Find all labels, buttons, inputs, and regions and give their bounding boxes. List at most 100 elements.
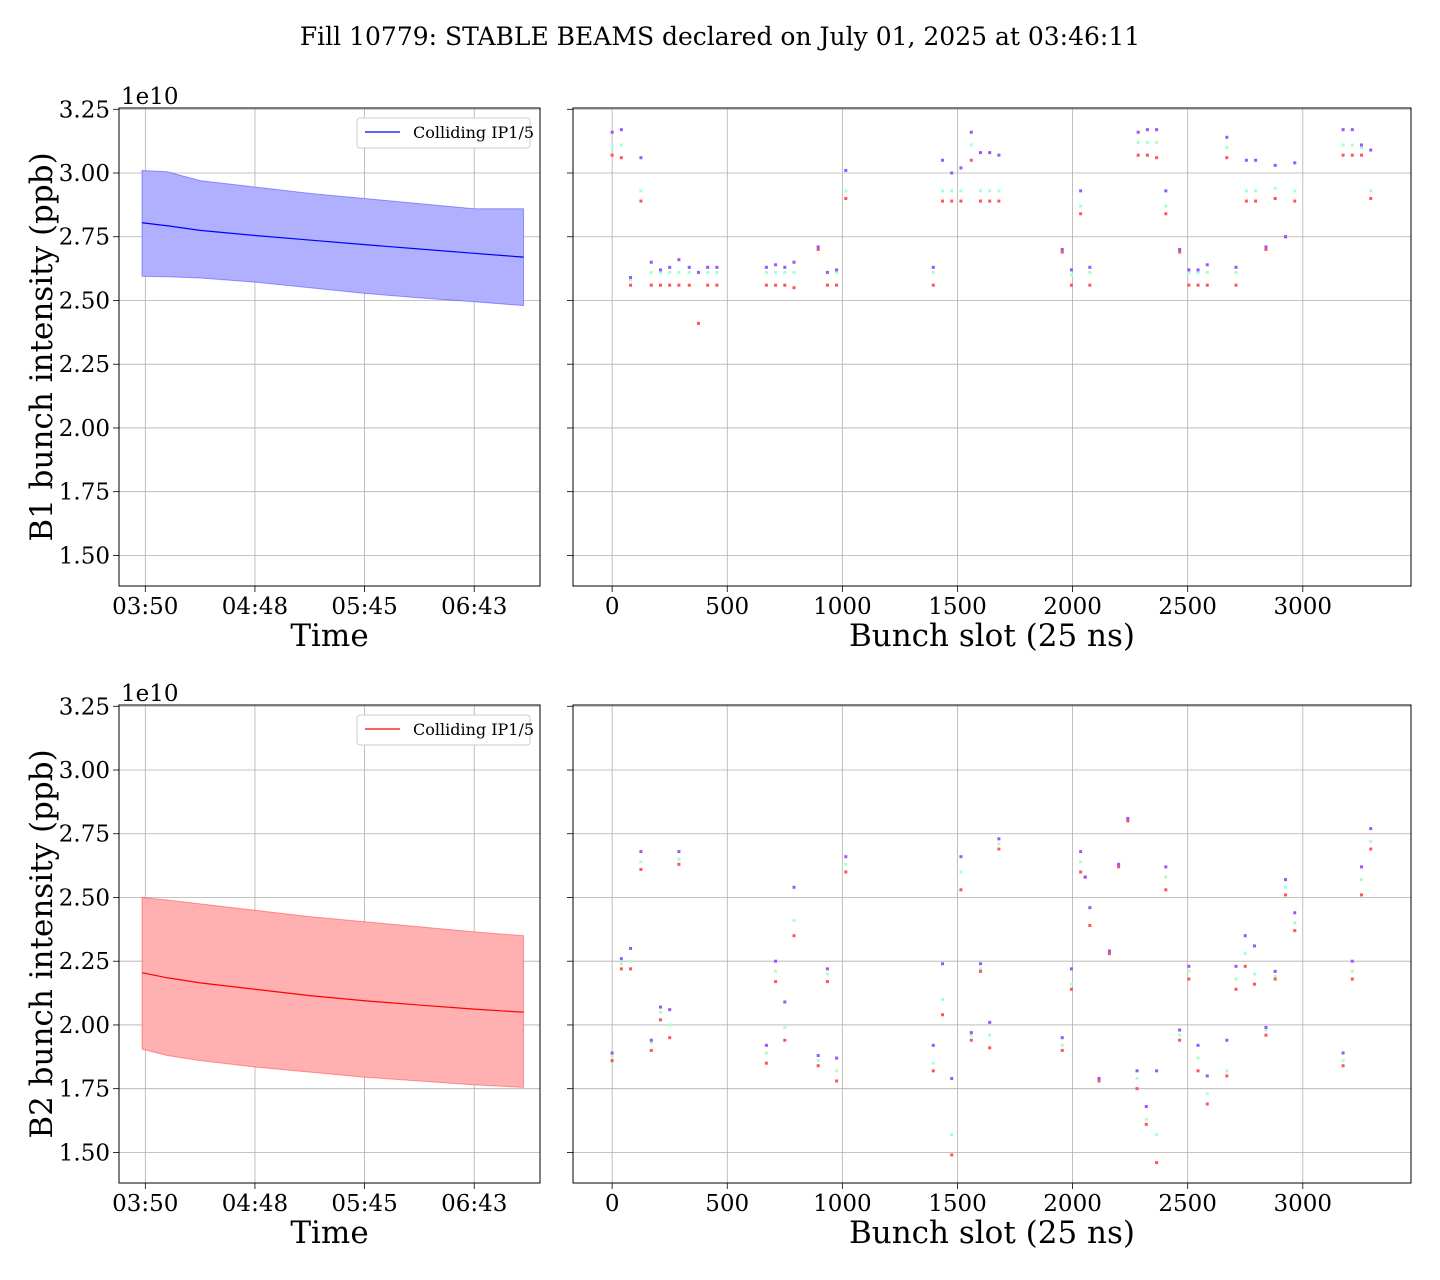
- y-tick-label: 2.00: [59, 1013, 110, 1039]
- point-mid: [1369, 189, 1373, 193]
- point-mid: [649, 1041, 653, 1045]
- point-min: [649, 283, 653, 287]
- point-min: [619, 156, 623, 160]
- point-max: [1079, 850, 1083, 854]
- point-mid: [629, 959, 633, 963]
- point-max: [1264, 1025, 1268, 1029]
- axes-frame: [118, 704, 541, 1184]
- point-mid: [1369, 839, 1373, 843]
- x-tick-label: 06:43: [441, 594, 507, 620]
- point-mid: [619, 143, 623, 147]
- point-max: [1164, 865, 1168, 869]
- x-tick-label: 05:45: [331, 1191, 397, 1217]
- point-max: [1196, 1043, 1200, 1047]
- point-max: [619, 128, 623, 132]
- point-mid: [715, 270, 719, 274]
- point-max: [969, 130, 973, 134]
- point-max: [774, 959, 778, 963]
- point-max: [1088, 906, 1092, 910]
- point-max: [783, 1000, 787, 1004]
- y-tick-label: 1.75: [59, 1077, 110, 1103]
- point-min: [658, 1018, 662, 1022]
- point-max: [997, 153, 1001, 157]
- point-max: [677, 850, 681, 854]
- point-mid: [1243, 952, 1247, 956]
- legend-box: [356, 714, 531, 746]
- point-mid: [1205, 1092, 1209, 1096]
- point-max: [816, 1054, 820, 1058]
- point-max: [1293, 161, 1297, 165]
- chart-b1_slot: 0 500 1000 1500 2000 2500 3000 Bunch slot (25 n…: [567, 107, 1412, 654]
- point-min: [1350, 977, 1354, 981]
- point-mid: [997, 842, 1001, 846]
- point-min: [1341, 1064, 1345, 1068]
- point-max: [1369, 148, 1373, 152]
- y-scale-offset: 1e10: [121, 84, 179, 110]
- point-mid: [1088, 270, 1092, 274]
- point-mid: [706, 270, 710, 274]
- legend-label: Colliding IP1/5: [413, 720, 534, 739]
- point-mid: [1155, 140, 1159, 144]
- point-min: [774, 980, 778, 984]
- point-min: [997, 199, 1001, 203]
- plot-area: [573, 705, 1411, 1183]
- point-max: [941, 158, 945, 162]
- point-min: [1126, 819, 1130, 823]
- point-mid: [1187, 969, 1191, 973]
- point-max: [1341, 128, 1345, 132]
- point-mid: [1360, 878, 1364, 882]
- y-tick-label: 2.00: [59, 416, 110, 442]
- point-min: [677, 283, 681, 287]
- point-max: [792, 885, 796, 889]
- point-max: [1205, 1074, 1209, 1078]
- point-max: [696, 270, 700, 274]
- y-tick-label: 2.25: [59, 352, 110, 378]
- point-min: [668, 283, 672, 287]
- x-tick-label: 2000: [1043, 1191, 1102, 1217]
- point-mid: [959, 189, 963, 193]
- x-tick-label: 500: [705, 594, 749, 620]
- point-min: [1225, 156, 1229, 160]
- chart-b1_time: 1.50 1.75 2.00 2.25 2.50 2.75 3.00 3.25 03:50 04:…: [24, 84, 541, 654]
- y-tick-label: 2.75: [59, 822, 110, 848]
- point-max: [629, 276, 633, 280]
- point-min: [844, 197, 848, 201]
- y-tick-label: 3.25: [59, 97, 110, 123]
- point-mid: [1196, 270, 1200, 274]
- point-max: [658, 268, 662, 272]
- point-max: [1205, 263, 1209, 267]
- point-max: [1060, 247, 1064, 251]
- point-max: [1145, 128, 1149, 132]
- point-mid: [1144, 1117, 1148, 1121]
- point-mid: [1234, 270, 1238, 274]
- point-mid: [1254, 189, 1258, 193]
- point-max: [1097, 1076, 1101, 1080]
- point-max: [969, 1031, 973, 1035]
- point-min: [792, 286, 796, 290]
- point-mid: [792, 270, 796, 274]
- point-mid: [658, 1010, 662, 1014]
- point-max: [978, 151, 982, 155]
- x-tick-label: 04:48: [222, 594, 288, 620]
- point-mid: [1079, 204, 1083, 208]
- point-min: [1205, 283, 1209, 287]
- point-mid: [1234, 977, 1238, 981]
- figure-title: Fill 10779: STABLE BEAMS declared on Jul…: [300, 22, 1140, 51]
- point-min: [825, 283, 829, 287]
- point-max: [844, 168, 848, 172]
- point-max: [1079, 189, 1083, 193]
- y-tick-label: 3.00: [59, 758, 110, 784]
- x-axis-label: Time: [290, 618, 368, 654]
- point-mid: [610, 143, 614, 147]
- point-mid: [988, 189, 992, 193]
- point-max: [639, 850, 643, 854]
- point-max: [629, 946, 633, 950]
- point-min: [1187, 977, 1191, 981]
- point-min: [668, 1036, 672, 1040]
- point-max: [649, 260, 653, 264]
- point-mid: [844, 189, 848, 193]
- point-mid: [668, 1023, 672, 1027]
- point-mid: [1244, 189, 1248, 193]
- point-min: [959, 888, 963, 892]
- point-mid: [931, 1061, 935, 1065]
